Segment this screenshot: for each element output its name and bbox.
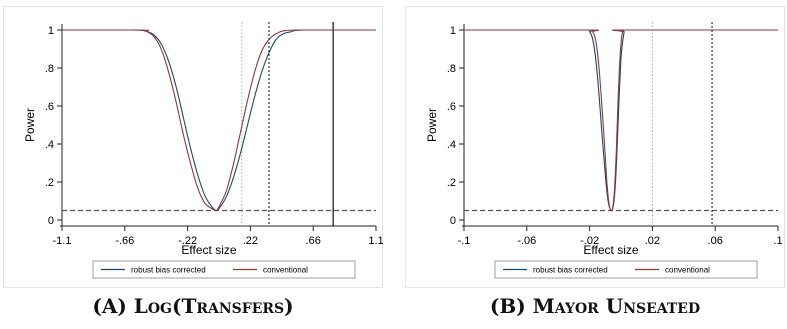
y-axis-title: Power [425, 108, 439, 142]
legend-label: robust bias corrected [533, 266, 608, 275]
legend-label: conventional [665, 266, 710, 275]
y-tick-label: .8 [447, 63, 456, 75]
x-tick-label: -.22 [178, 235, 197, 247]
legend-label: robust bias corrected [131, 266, 206, 275]
y-axis-title: Power [23, 108, 37, 142]
caption-a: (A) Log(Transfers) [92, 294, 294, 318]
y-tick-label: .2 [45, 177, 54, 189]
series-line-robust-bias-corrected [62, 29, 376, 212]
x-tick-label: 1.1 [368, 235, 383, 247]
series-line-robust-bias-corrected [464, 29, 778, 212]
x-tick-label: .02 [645, 235, 660, 247]
power-chart-a: 0 .2 .4 .6 .8 1 -1.1 -.66 -.22 .22 .66 1.1 Effect si… [23, 22, 384, 279]
chart-panel-a: 0 .2 .4 .6 .8 1 -1.1 -.66 -.22 .22 .66 1.1 Effect si… [3, 6, 384, 288]
x-tick-label: -.02 [580, 235, 599, 247]
legend-box [92, 260, 356, 279]
y-tick-label: .2 [447, 177, 456, 189]
y-tick-label: .4 [447, 139, 456, 151]
y-tick-label: .4 [45, 139, 54, 151]
x-axis-title: Effect size [583, 243, 638, 257]
series-line-conventional [464, 29, 778, 212]
y-tick-label: 0 [450, 215, 456, 227]
y-tick-label: 0 [48, 215, 54, 227]
caption-b: (B) Mayor Unseated [489, 294, 701, 318]
x-axis-title: Effect size [181, 243, 236, 257]
y-tick-label: 1 [450, 25, 456, 37]
power-chart-b: 0 .2 .4 .6 .8 1 -.1 -.06 -.02 .02 .06 .1 Effect size… [425, 22, 783, 279]
y-tick-label: .6 [45, 101, 54, 113]
x-tick-label: .1 [773, 235, 782, 247]
x-tick-label: -.1 [458, 235, 471, 247]
series-line-conventional [62, 29, 376, 212]
x-tick-label: -.66 [115, 235, 134, 247]
x-tick-label: .06 [708, 235, 723, 247]
legend-box [494, 260, 758, 279]
x-tick-label: -1.1 [53, 235, 72, 247]
y-tick-label: 1 [48, 25, 54, 37]
legend-label: conventional [263, 266, 308, 275]
y-tick-label: .6 [447, 101, 456, 113]
x-tick-label: .22 [243, 235, 258, 247]
chart-panel-b: 0 .2 .4 .6 .8 1 -.1 -.06 -.02 .02 .06 .1 Effect size… [405, 6, 785, 288]
x-tick-label: .66 [306, 235, 321, 247]
x-tick-label: -.06 [517, 235, 536, 247]
y-tick-label: .8 [45, 63, 54, 75]
